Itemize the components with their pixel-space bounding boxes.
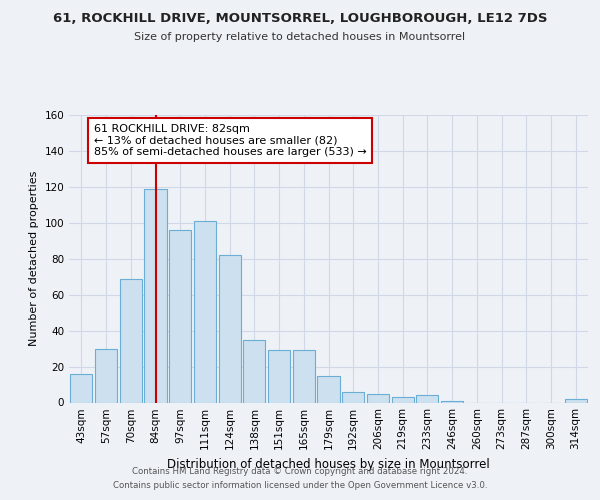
Bar: [169, 230, 191, 402]
Bar: [119, 278, 142, 402]
Bar: [342, 392, 364, 402]
Text: Contains public sector information licensed under the Open Government Licence v3: Contains public sector information licen…: [113, 481, 487, 490]
Bar: [416, 396, 439, 402]
Bar: [268, 350, 290, 403]
Bar: [70, 374, 92, 402]
Text: Size of property relative to detached houses in Mountsorrel: Size of property relative to detached ho…: [134, 32, 466, 42]
Bar: [317, 376, 340, 402]
Bar: [243, 340, 265, 402]
Text: Contains HM Land Registry data © Crown copyright and database right 2024.: Contains HM Land Registry data © Crown c…: [132, 467, 468, 476]
Bar: [145, 188, 167, 402]
Bar: [565, 399, 587, 402]
Bar: [293, 350, 315, 403]
Bar: [441, 400, 463, 402]
Bar: [194, 221, 216, 402]
Text: 61 ROCKHILL DRIVE: 82sqm
← 13% of detached houses are smaller (82)
85% of semi-d: 61 ROCKHILL DRIVE: 82sqm ← 13% of detach…: [94, 124, 367, 157]
X-axis label: Distribution of detached houses by size in Mountsorrel: Distribution of detached houses by size …: [167, 458, 490, 471]
Y-axis label: Number of detached properties: Number of detached properties: [29, 171, 39, 346]
Bar: [95, 348, 117, 403]
Bar: [367, 394, 389, 402]
Text: 61, ROCKHILL DRIVE, MOUNTSORREL, LOUGHBOROUGH, LE12 7DS: 61, ROCKHILL DRIVE, MOUNTSORREL, LOUGHBO…: [53, 12, 547, 26]
Bar: [392, 397, 414, 402]
Bar: [218, 255, 241, 402]
